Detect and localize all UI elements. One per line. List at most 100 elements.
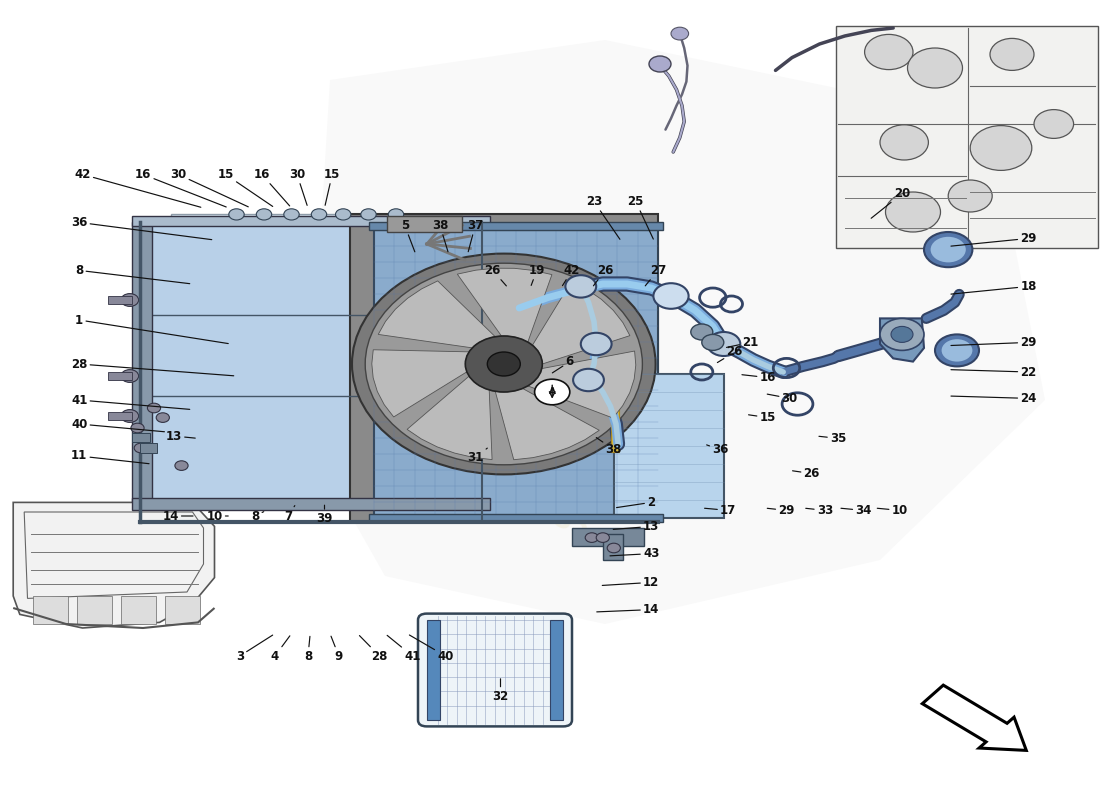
Circle shape [891, 326, 913, 342]
Bar [368, 514, 663, 522]
Circle shape [596, 533, 609, 542]
Text: 16: 16 [135, 168, 227, 207]
Text: 31: 31 [468, 448, 487, 464]
Circle shape [284, 209, 299, 220]
Circle shape [990, 38, 1034, 70]
Text: 8: 8 [251, 510, 264, 522]
Text: 25: 25 [628, 195, 653, 239]
Text: 15: 15 [749, 411, 775, 424]
Bar [603, 534, 623, 560]
Text: 36: 36 [706, 443, 728, 456]
Circle shape [573, 369, 604, 391]
Circle shape [336, 209, 351, 220]
Circle shape [948, 180, 992, 212]
Bar [108, 412, 132, 420]
Text: 16: 16 [254, 168, 289, 206]
Circle shape [970, 126, 1032, 170]
Text: 42: 42 [75, 168, 201, 207]
Circle shape [134, 443, 147, 453]
Text: 38: 38 [596, 438, 622, 456]
Polygon shape [407, 376, 492, 460]
Polygon shape [13, 502, 214, 628]
FancyArrow shape [922, 685, 1026, 750]
Text: 15: 15 [324, 168, 340, 206]
Text: 24: 24 [952, 392, 1036, 405]
Polygon shape [528, 351, 636, 418]
Text: 39: 39 [317, 505, 332, 525]
Text: 1: 1 [75, 314, 229, 343]
Circle shape [121, 370, 139, 382]
Text: 10: 10 [878, 504, 908, 517]
Text: 34: 34 [842, 504, 871, 517]
Text: 19: 19 [529, 264, 544, 286]
Bar [836, 26, 1098, 248]
Text: 11: 11 [72, 450, 148, 464]
Circle shape [880, 125, 928, 160]
Bar [77, 596, 112, 624]
Circle shape [565, 275, 596, 298]
Text: 32: 32 [493, 678, 508, 702]
Text: 28: 28 [360, 635, 387, 662]
Text: 15: 15 [218, 168, 273, 206]
Text: 22: 22 [952, 366, 1036, 378]
Text: 7: 7 [284, 506, 295, 522]
Text: 5: 5 [400, 219, 415, 252]
Polygon shape [387, 216, 462, 232]
Circle shape [653, 283, 689, 309]
Circle shape [465, 336, 542, 392]
Text: A: A [549, 387, 556, 397]
Text: Ferrari: Ferrari [375, 304, 659, 464]
Text: 13: 13 [614, 520, 659, 533]
Bar [572, 528, 644, 546]
Bar [33, 596, 68, 624]
Text: 13: 13 [166, 430, 195, 442]
Text: 14: 14 [163, 510, 192, 522]
Circle shape [924, 232, 972, 267]
Bar [165, 596, 200, 624]
Polygon shape [532, 282, 630, 364]
Text: 9: 9 [331, 636, 343, 662]
Circle shape [361, 209, 376, 220]
Polygon shape [378, 281, 495, 348]
Text: 35: 35 [820, 432, 846, 445]
Text: 29: 29 [768, 504, 794, 517]
Circle shape [352, 254, 656, 474]
Text: 23: 23 [586, 195, 620, 239]
Circle shape [886, 192, 940, 232]
PathPatch shape [308, 40, 1045, 624]
Circle shape [707, 332, 740, 356]
Circle shape [702, 334, 724, 350]
Circle shape [131, 423, 144, 433]
Circle shape [908, 48, 962, 88]
Polygon shape [372, 350, 469, 417]
Bar [132, 433, 150, 442]
Circle shape [585, 533, 598, 542]
Circle shape [935, 334, 979, 366]
FancyBboxPatch shape [418, 614, 572, 726]
Circle shape [942, 339, 972, 362]
Bar [121, 596, 156, 624]
Text: 8: 8 [75, 264, 189, 284]
Text: 38: 38 [432, 219, 448, 252]
Text: since 1955: since 1955 [442, 467, 592, 541]
Circle shape [121, 410, 139, 422]
Circle shape [581, 333, 612, 355]
Circle shape [365, 263, 642, 465]
Circle shape [121, 294, 139, 306]
Circle shape [1034, 110, 1074, 138]
Circle shape [256, 209, 272, 220]
Text: 10: 10 [207, 510, 228, 522]
Bar [108, 296, 132, 304]
Text: 43: 43 [610, 547, 659, 560]
Text: 36: 36 [72, 216, 211, 240]
Circle shape [607, 543, 620, 553]
Polygon shape [350, 214, 658, 522]
Bar [132, 222, 152, 502]
Text: 20: 20 [871, 187, 910, 218]
Text: 18: 18 [952, 280, 1036, 294]
Text: 33: 33 [806, 504, 833, 517]
Circle shape [311, 209, 327, 220]
Text: 12: 12 [603, 576, 659, 589]
Text: 30: 30 [170, 168, 249, 207]
Text: 3: 3 [235, 635, 273, 662]
